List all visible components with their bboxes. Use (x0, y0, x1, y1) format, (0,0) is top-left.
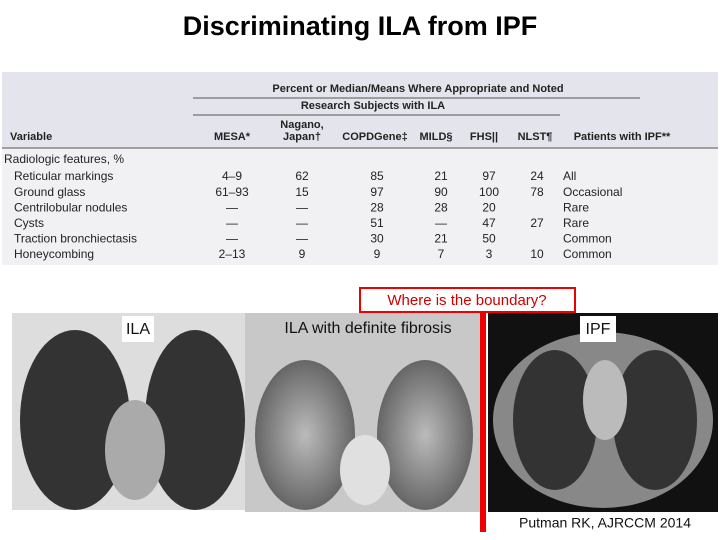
callout-box (359, 287, 576, 313)
cell: 3 (486, 247, 493, 261)
cell: — (435, 216, 447, 230)
section-label: Radiologic features, % (4, 152, 124, 166)
citation: Putman RK, AJRCCM 2014 (519, 515, 691, 531)
row-label: Reticular markings (14, 169, 113, 183)
cell: 4–9 (222, 169, 242, 183)
ct-image-ipf (488, 313, 718, 512)
cell: 27 (530, 216, 544, 230)
row-label: Ground glass (14, 185, 85, 199)
column-header: MILD§ (420, 131, 453, 143)
ct-image-fibrosis (245, 313, 482, 512)
citation-box (494, 512, 716, 536)
cell: Occasional (563, 185, 622, 199)
row-label: Cysts (14, 216, 44, 230)
cell: 28 (370, 200, 384, 214)
group-header: Percent or Median/Means Where Appropriat… (272, 83, 563, 95)
cell: Rare (563, 200, 589, 214)
image-label: ILA with definite fibrosis (284, 320, 451, 337)
column-header: Patients with IPF** (574, 131, 671, 143)
image-label: ILA (126, 321, 150, 338)
table: Percent or Median/Means Where Appropriat… (4, 83, 671, 261)
row-label: Honeycombing (14, 247, 94, 261)
table-header-bg (2, 72, 718, 148)
cell: 9 (374, 247, 381, 261)
cell: 9 (299, 247, 306, 261)
cell: 28 (434, 200, 448, 214)
column-header: Nagano, (280, 119, 323, 131)
cell: 85 (370, 169, 384, 183)
cell: — (296, 216, 308, 230)
cell: 21 (434, 169, 448, 183)
cell: 97 (482, 169, 496, 183)
cell: 97 (370, 185, 384, 199)
label-box (122, 316, 154, 342)
cell: 10 (530, 247, 544, 261)
row-label: Centrilobular nodules (14, 200, 127, 214)
cell: 50 (482, 232, 496, 246)
cell: Rare (563, 216, 589, 230)
cell: 78 (530, 185, 544, 199)
cell: 24 (530, 169, 544, 183)
cell: All (563, 169, 576, 183)
subgroup-header: Research Subjects with ILA (301, 100, 445, 112)
ct-image-ila (12, 313, 250, 510)
cell: 61–93 (215, 185, 249, 199)
cell: 7 (438, 247, 445, 261)
cell: — (226, 232, 238, 246)
cell: 21 (434, 232, 448, 246)
cell: 90 (434, 185, 448, 199)
cell: Common (563, 232, 612, 246)
cell: 30 (370, 232, 384, 246)
image-label: IPF (586, 321, 611, 338)
cell: 62 (295, 169, 309, 183)
callout: Where is the boundary? (387, 292, 546, 309)
table-body-bg (2, 148, 718, 265)
cell: Common (563, 247, 612, 261)
cell: — (226, 216, 238, 230)
cell: 15 (295, 185, 309, 199)
cell: 51 (370, 216, 384, 230)
slide-title: Discriminating ILA from IPF (183, 11, 538, 41)
cell: — (296, 200, 308, 214)
column-header: COPDGene‡ (342, 131, 407, 143)
cell: 2–13 (219, 247, 246, 261)
cell: — (226, 200, 238, 214)
cell: 20 (482, 200, 496, 214)
label-box (580, 316, 616, 342)
column-header: Variable (10, 131, 52, 143)
column-header: NLST¶ (518, 131, 553, 143)
cell: 100 (479, 185, 499, 199)
column-header: MESA* (214, 131, 251, 143)
cell: 47 (482, 216, 496, 230)
row-label: Traction bronchiectasis (14, 232, 137, 246)
cell: — (296, 232, 308, 246)
column-header: FHS|| (470, 131, 498, 143)
column-header: Japan† (283, 131, 321, 143)
